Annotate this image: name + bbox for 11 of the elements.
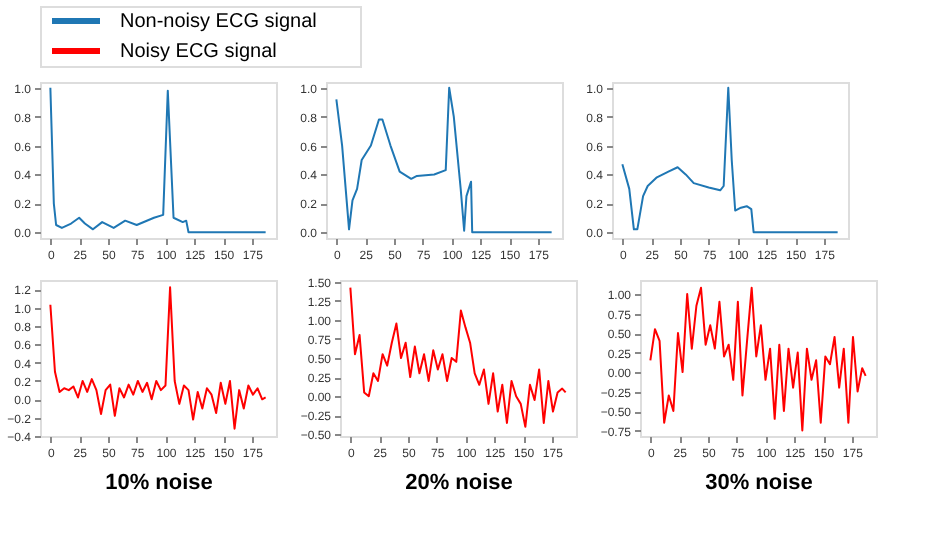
line-series <box>335 86 553 234</box>
line-series <box>649 286 867 432</box>
x-axis-title: 10% noise <box>105 471 213 495</box>
line-series <box>49 86 267 234</box>
line-series <box>49 286 267 430</box>
x-axis-title: 30% noise <box>705 471 813 495</box>
x-axis-title: 20% noise <box>405 471 513 495</box>
legend-label: Non-noisy ECG signal <box>120 11 317 33</box>
line-series <box>349 286 567 428</box>
legend-label: Noisy ECG signal <box>120 41 277 63</box>
line-series <box>621 86 839 234</box>
